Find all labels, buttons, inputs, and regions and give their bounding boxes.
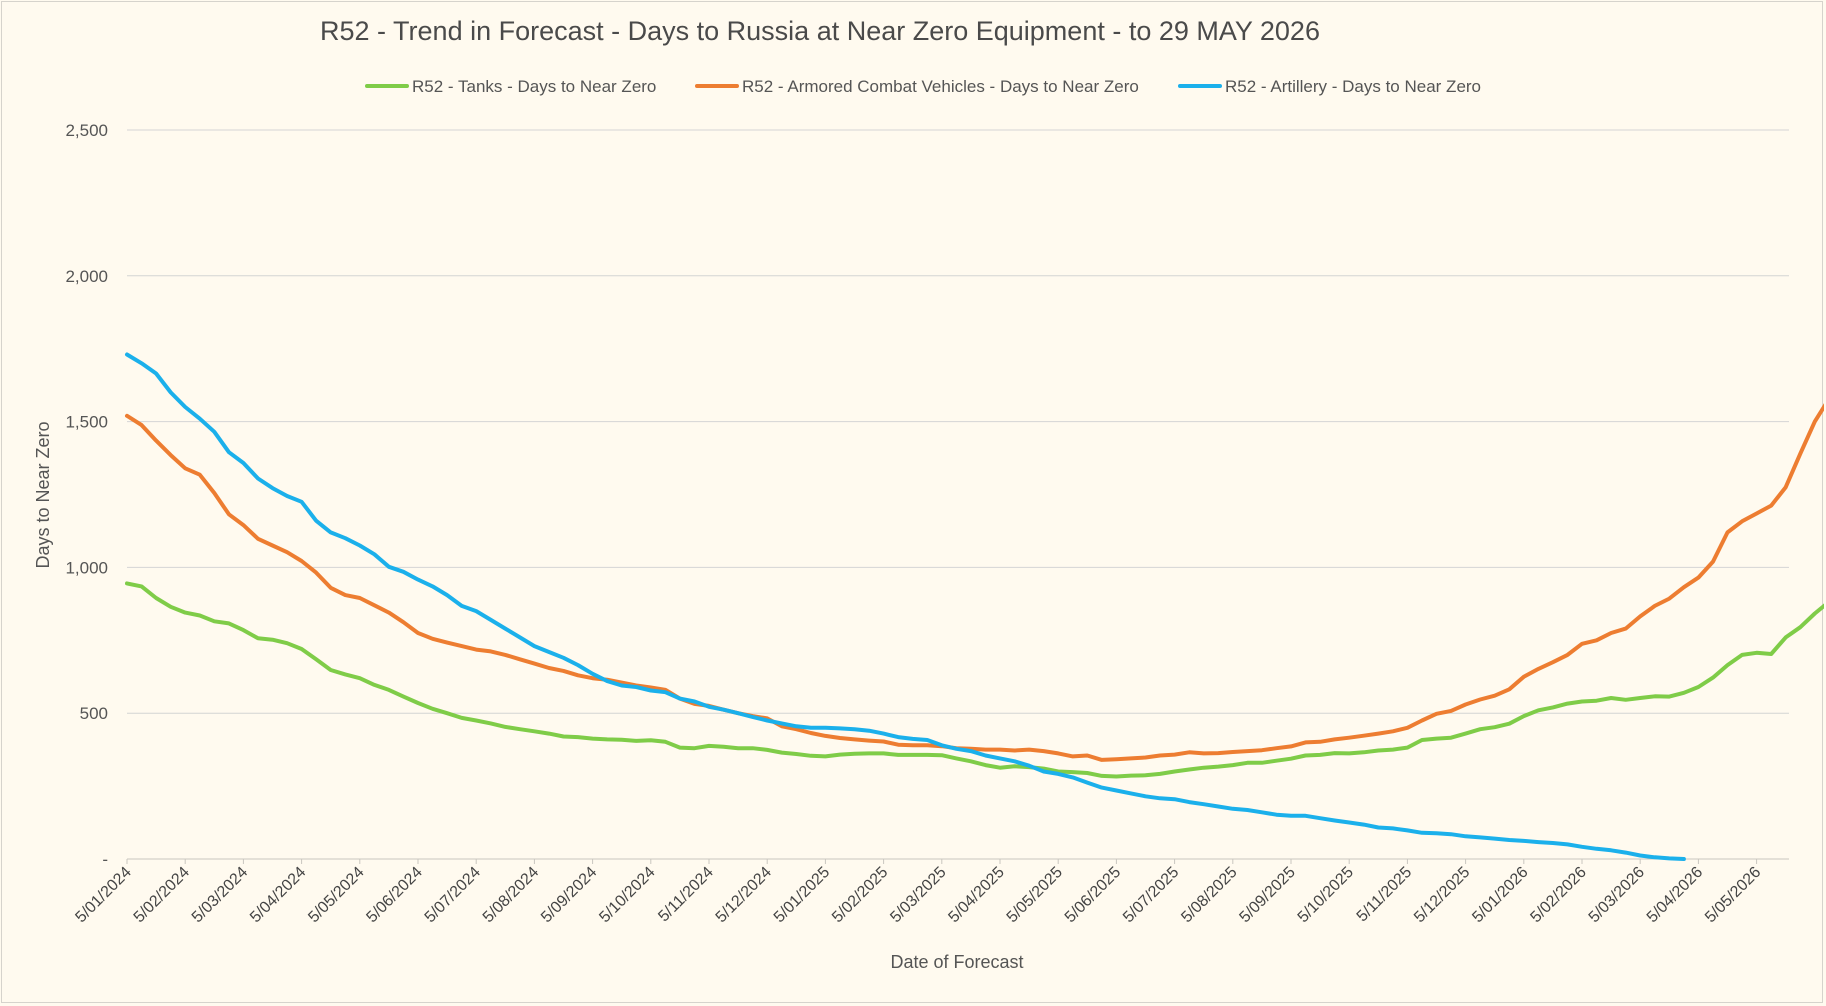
y-axis-title: Days to Near Zero [33,421,53,568]
x-tick-label: 5/12/2024 [713,864,775,926]
legend: R52 - Tanks - Days to Near Zero R52 - Arm… [365,77,1481,96]
x-tick-label: 5/08/2024 [480,864,542,926]
series-line-3 [125,352,1686,861]
x-tick-label: 5/07/2025 [1120,864,1182,926]
x-tick-label: 5/09/2025 [1236,864,1298,926]
x-axis-ticks: 5/01/20245/02/20245/03/20245/04/20245/05… [72,859,1764,926]
y-tick-label: 2,000 [65,267,108,286]
x-tick-label: 5/05/2026 [1702,864,1764,926]
x-tick-label: 5/09/2024 [538,864,600,926]
y-tick-label: 1,000 [65,558,108,577]
x-tick-label: 5/12/2025 [1411,864,1473,926]
legend-label-2: R52 - Armored Combat Vehicles - Days to … [742,77,1139,96]
x-tick-label: 5/01/2025 [771,864,833,926]
x-tick-label: 5/06/2025 [1062,864,1124,926]
series-line-1 [125,581,1824,779]
y-tick-label: - [102,850,108,869]
x-tick-label: 5/03/2025 [887,864,949,926]
y-tick-label: 2,500 [65,121,108,140]
series-lines [125,352,1824,861]
legend-label-3: R52 - Artillery - Days to Near Zero [1225,77,1481,96]
x-tick-label: 5/10/2025 [1295,864,1357,926]
x-tick-label: 5/05/2024 [305,864,367,926]
x-tick-label: 5/10/2024 [596,864,658,926]
y-tick-label: 500 [80,704,108,723]
x-tick-label: 5/04/2024 [247,864,309,926]
x-tick-label: 5/03/2026 [1586,864,1648,926]
x-tick-label: 5/01/2026 [1469,864,1531,926]
y-tick-label: 1,500 [65,413,108,432]
x-tick-label: 5/04/2025 [945,864,1007,926]
x-axis-title: Date of Forecast [890,952,1023,972]
y-axis-ticks: - 500 1,000 1,500 2,000 2,500 [65,121,108,869]
x-tick-label: 5/11/2024 [655,864,717,926]
x-tick-label: 5/04/2026 [1644,864,1706,926]
x-tick-label: 5/02/2025 [829,864,891,926]
legend-label-1: R52 - Tanks - Days to Near Zero [412,77,656,96]
x-tick-label: 5/08/2025 [1178,864,1240,926]
x-tick-label: 5/06/2024 [363,864,425,926]
chart-title: R52 - Trend in Forecast - Days to Russia… [320,16,1320,46]
series-line-2 [125,403,1824,762]
x-tick-label: 5/03/2024 [189,864,251,926]
gridlines [127,129,1789,860]
x-tick-label: 5/02/2026 [1527,864,1589,926]
x-tick-label: 5/02/2024 [131,864,193,926]
x-tick-label: 5/07/2024 [422,864,484,926]
x-tick-label: 5/05/2025 [1004,864,1066,926]
x-tick-label: 5/01/2024 [72,864,134,926]
x-tick-label: 5/11/2025 [1354,864,1416,926]
